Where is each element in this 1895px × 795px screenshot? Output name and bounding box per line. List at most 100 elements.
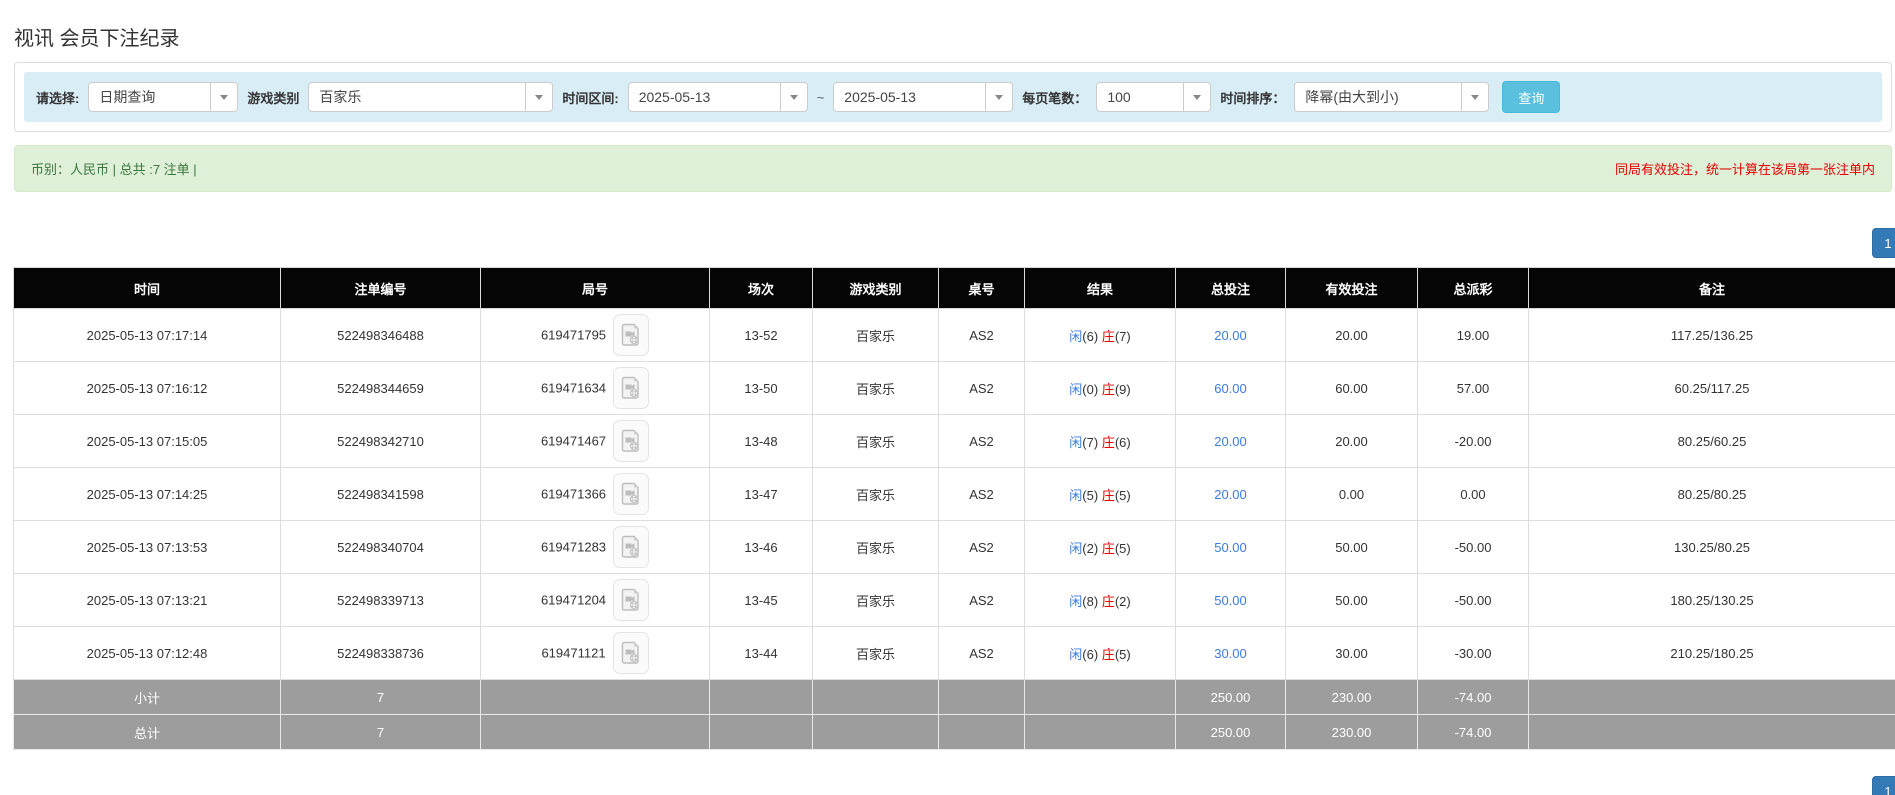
result-player-label: 闲 [1069,328,1083,344]
video-replay-button[interactable] [613,314,650,356]
cell-time: 2025-05-13 07:16:12 [13,361,281,415]
time-sort-label: 时间排序： [1220,90,1286,106]
result-player-label: 闲 [1069,646,1083,662]
total-bet-link[interactable]: 50.00 [1214,539,1247,555]
table-header: 时间 注单编号 局号 场次 游戏类别 桌号 结果 总投注 有效投注 总派彩 备注 [13,267,1895,309]
total-bet-link[interactable]: 20.00 [1214,433,1247,449]
cell-valid-bet: 50.00 [1285,573,1418,627]
time-range-label: 时间区间: [562,90,619,106]
video-file-icon [621,535,639,558]
chevron-down-icon[interactable] [1183,83,1211,111]
pagination-page-1-top[interactable]: 1 [1872,228,1895,258]
per-page-label: 每页笔数： [1022,90,1088,106]
search-button[interactable]: 查询 [1502,81,1561,113]
column-header-9: 有效投注 [1285,267,1418,309]
cell-session: 13-47 [709,467,813,521]
per-page-value: 100 [1107,89,1131,105]
table-row: 2025-05-13 07:17:14 522498346488 619471795… [13,308,1895,362]
total-bet-link[interactable]: 60.00 [1214,380,1247,396]
cell-payout: -20.00 [1417,414,1529,468]
cell-table-no: AS2 [938,414,1025,468]
column-header-8: 总投注 [1175,267,1286,309]
cell-valid-bet: 0.00 [1285,467,1418,521]
game-category-select[interactable]: 百家乐 [308,82,554,112]
total-bet-link[interactable]: 20.00 [1214,486,1247,502]
video-replay-button[interactable] [613,367,650,409]
cell-table-no: AS2 [938,361,1025,415]
date-from-select[interactable]: 2025-05-13 [627,82,808,112]
result-banker-value: (5) [1114,540,1131,556]
cell-game: 百家乐 [812,626,939,680]
total-row-total-bet: 250.00 [1175,714,1286,750]
cell-result: 闲(5) 庄(5) [1024,467,1176,521]
cell-round: 619471467 [480,414,710,468]
result-player-value: (2) [1082,540,1102,556]
cell-table-no: AS2 [938,520,1025,574]
total-row-empty [1528,714,1895,750]
time-sort-select[interactable]: 降幂(由大到小) [1294,82,1490,112]
column-header-10: 总派彩 [1417,267,1529,309]
column-header-5: 游戏类别 [812,267,939,309]
total-row-empty [709,714,813,750]
total-row-empty [1024,714,1176,750]
total-bet-link[interactable]: 50.00 [1214,592,1247,608]
column-header-1: 时间 [13,267,281,309]
chevron-down-icon[interactable] [1461,83,1489,111]
round-number: 619471283 [540,539,607,555]
time-sort-value: 降幂(由大到小) [1305,89,1399,105]
cell-valid-bet: 50.00 [1285,520,1418,574]
cell-round: 619471204 [480,573,710,627]
video-replay-button[interactable] [613,526,650,568]
cell-remark: 60.25/117.25 [1528,361,1895,415]
cell-result: 闲(2) 庄(5) [1024,520,1176,574]
cell-remark: 80.25/80.25 [1528,467,1895,521]
round-number: 619471121 [541,645,606,661]
total-row: 总计 7 250.00 230.00 -74.00 [13,714,1895,750]
cell-bet-id: 522498341598 [280,467,481,521]
total-row-count: 7 [280,714,481,750]
video-replay-button[interactable] [612,632,649,674]
subtotal-row-payout: -74.00 [1417,679,1529,715]
pagination-page-1-bottom[interactable]: 1 [1872,776,1895,795]
total-bet-link[interactable]: 20.00 [1214,327,1247,343]
chevron-down-icon[interactable] [210,83,238,111]
result-banker-label: 庄 [1101,434,1115,450]
cell-valid-bet: 20.00 [1285,414,1418,468]
result-player-label: 闲 [1069,593,1083,609]
video-replay-button[interactable] [613,579,650,621]
query-type-select[interactable]: 日期查询 [88,82,239,112]
cell-round: 619471366 [480,467,710,521]
video-file-icon [621,323,639,346]
result-banker-label: 庄 [1101,487,1115,503]
round-number: 619471366 [540,486,607,502]
date-from-value: 2025-05-13 [638,89,711,105]
table-row: 2025-05-13 07:14:25 522498341598 619471366… [13,467,1895,521]
video-replay-button[interactable] [613,473,650,515]
chevron-down-icon[interactable] [525,83,553,111]
cell-payout: -30.00 [1417,626,1529,680]
cell-remark: 80.25/60.25 [1528,414,1895,468]
cell-game: 百家乐 [812,414,939,468]
table-row: 2025-05-13 07:12:48 522498338736 619471121… [13,626,1895,680]
cell-table-no: AS2 [938,573,1025,627]
chevron-down-icon[interactable] [985,83,1013,111]
summary-bar: 币别：人民币 | 总共 :7 注单 | 同局有效投注，统一计算在该局第一张注单内 [14,145,1892,192]
video-file-icon [621,482,639,505]
cell-total-bet: 20.00 [1175,308,1286,362]
cell-payout: 19.00 [1417,308,1529,362]
query-type-label: 请选择: [36,90,80,106]
per-page-select[interactable]: 100 [1096,82,1212,112]
table-row: 2025-05-13 07:13:53 522498340704 619471283… [13,520,1895,574]
date-to-select[interactable]: 2025-05-13 [833,82,1014,112]
total-bet-link[interactable]: 30.00 [1214,645,1247,661]
column-header-11: 备注 [1528,267,1895,309]
chevron-down-icon[interactable] [779,83,807,111]
cell-time: 2025-05-13 07:13:21 [13,573,281,627]
video-replay-button[interactable] [613,420,650,462]
round-number: 619471467 [540,433,607,449]
cell-result: 闲(6) 庄(5) [1024,626,1176,680]
cell-session: 13-45 [709,573,813,627]
subtotal-row-empty [480,679,710,715]
same-round-notice: 同局有效投注，统一计算在该局第一张注单内 [1614,162,1875,177]
result-player-label: 闲 [1069,381,1083,397]
